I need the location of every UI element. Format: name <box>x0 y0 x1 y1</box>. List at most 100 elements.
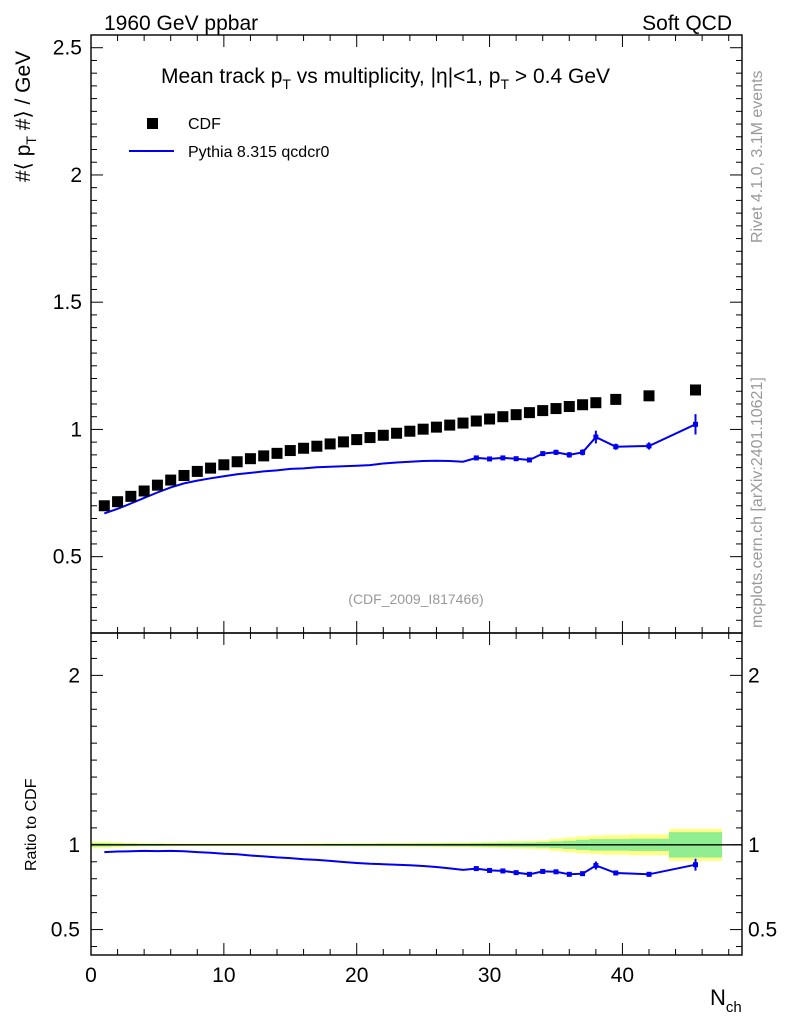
ratio-point <box>693 862 698 868</box>
cdf-point <box>351 434 363 446</box>
cdf-point <box>112 496 124 508</box>
header-category: Soft QCD <box>642 12 732 35</box>
plot-title: Mean track pT vs multiplicity, |η|<1, pT… <box>161 65 610 92</box>
pythia-point <box>646 443 652 449</box>
pythia-point <box>513 456 519 462</box>
cdf-point <box>125 490 137 502</box>
pythia-point <box>553 449 559 455</box>
cdf-point <box>284 445 296 457</box>
pythia-point <box>473 455 479 461</box>
cdf-point <box>151 479 163 491</box>
y-axis-title: #⟨ pT #⟩ / GeV <box>12 51 39 182</box>
cdf-point <box>337 436 349 448</box>
ratio-point <box>500 868 506 874</box>
pythia-point <box>613 444 619 450</box>
rivet-label: Rivet 4.1.0, 3.1M events <box>749 70 766 243</box>
ratio-point <box>487 867 493 873</box>
main-panel <box>98 384 701 515</box>
pythia-point <box>540 451 546 457</box>
ratio-frame <box>90 632 743 956</box>
x-tick-label: 20 <box>345 964 368 987</box>
cdf-point <box>470 415 482 427</box>
pythia-point <box>566 452 572 458</box>
mcplots-label: mcplots.cern.ch [arXiv:2401.10621] <box>749 377 766 628</box>
header-energy: 1960 GeV ppbar <box>104 12 258 35</box>
cdf-point <box>590 397 602 409</box>
ratio-y-tick-label-right: 2 <box>748 664 760 687</box>
cdf-point <box>244 453 256 465</box>
ratio-point <box>613 870 619 876</box>
cdf-point <box>563 401 575 413</box>
legend-cdf-marker <box>147 118 158 129</box>
x-tick-label: 0 <box>85 964 97 987</box>
cdf-point <box>391 427 403 439</box>
cdf-point <box>417 423 429 435</box>
analysis-watermark: (CDF_2009_I817466) <box>348 591 483 607</box>
cdf-point <box>205 462 217 474</box>
cdf-point <box>324 438 336 450</box>
cdf-point <box>377 429 389 441</box>
cdf-point <box>231 456 243 468</box>
ratio-y-tick-label-right: 0.5 <box>748 919 777 942</box>
cdf-point <box>610 393 622 405</box>
x-tick-label: 40 <box>611 964 634 987</box>
y-tick-label: 2.5 <box>53 37 82 60</box>
cdf-point <box>404 425 416 437</box>
pythia-point <box>487 456 493 462</box>
cdf-point <box>523 407 535 419</box>
ratio-y-tick-label-left: 1 <box>68 834 80 857</box>
cdf-point <box>430 421 442 433</box>
legend-pythia-label: Pythia 8.315 qcdcr0 <box>188 144 330 161</box>
cdf-point <box>258 450 270 462</box>
ratio-pythia-line <box>104 849 696 876</box>
legend-cdf-label: CDF <box>188 116 221 133</box>
y-tick-label: 0.5 <box>53 546 82 569</box>
ratio-point <box>473 866 479 872</box>
y-tick-label: 2 <box>70 164 82 187</box>
ratio-point <box>593 863 599 869</box>
cdf-point <box>510 409 522 421</box>
pythia-point <box>500 455 506 461</box>
cdf-point <box>457 417 469 429</box>
cdf-point <box>271 447 283 459</box>
x-tick-label: 30 <box>478 964 501 987</box>
cdf-point <box>298 442 310 454</box>
cdf-point <box>537 405 549 417</box>
cdf-point <box>364 432 376 444</box>
ratio-y-tick-label-left: 2 <box>68 664 80 687</box>
cdf-point <box>178 469 190 481</box>
cdf-point <box>138 485 150 497</box>
ratio-point <box>540 868 546 874</box>
pythia-point <box>526 457 532 463</box>
ratio-panel <box>91 844 742 877</box>
pythia-point <box>693 421 698 427</box>
pythia-line <box>103 423 696 515</box>
cdf-point <box>311 440 323 452</box>
ratio-point <box>513 870 519 876</box>
y-tick-label: 1.5 <box>53 291 82 314</box>
ratio-point <box>553 869 559 875</box>
x-tick-label: 10 <box>212 964 235 987</box>
ratio-y-tick-label-right: 1 <box>748 834 760 857</box>
pythia-point <box>593 434 599 440</box>
cdf-point <box>550 403 562 415</box>
ratio-point <box>580 871 586 877</box>
cdf-point <box>165 474 177 486</box>
legend: CDF Pythia 8.315 qcdcr0 <box>129 116 330 161</box>
y-tick-label: 1 <box>70 418 82 441</box>
ratio-point <box>646 871 652 877</box>
ratio-y-tick-label-left: 0.5 <box>51 919 80 942</box>
cdf-point <box>218 459 230 471</box>
cdf-point <box>191 465 203 477</box>
axes: 0 10 20 30 40 0.5 1 1.5 2 2.5 0.5 0.5 1 1 2 2 <box>51 34 777 987</box>
ratio-y-axis-title: Ratio to CDF <box>23 778 40 871</box>
pythia-point <box>580 449 586 455</box>
cdf-point <box>444 419 456 431</box>
cdf-point <box>577 399 589 411</box>
ratio-point <box>526 871 532 877</box>
x-axis-title: Nch <box>710 985 742 1016</box>
cdf-point <box>643 390 655 402</box>
cdf-point <box>98 500 110 512</box>
ratio-point <box>566 871 572 877</box>
